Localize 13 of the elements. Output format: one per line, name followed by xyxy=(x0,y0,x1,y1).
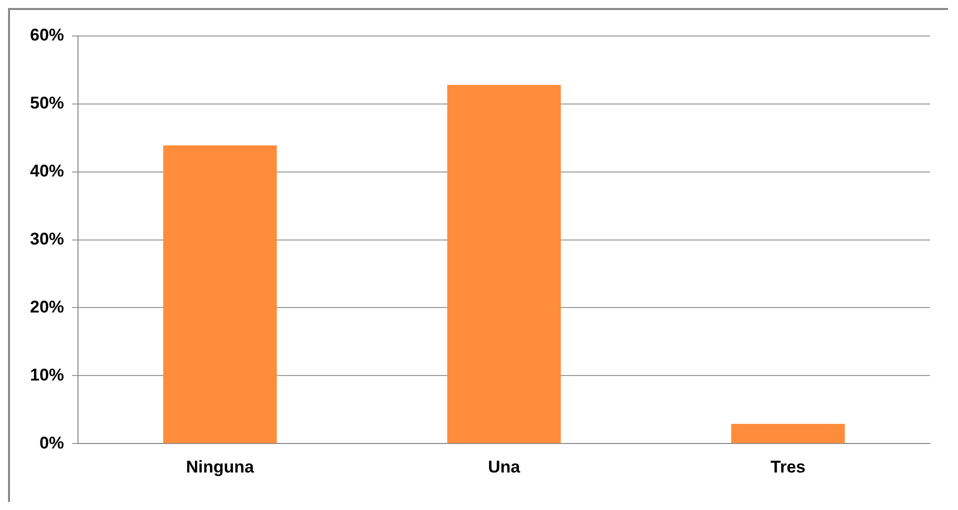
x-tick-label: Ninguna xyxy=(186,457,255,476)
x-tick-label: Una xyxy=(488,457,521,476)
bar xyxy=(163,145,277,444)
bar xyxy=(731,424,845,444)
y-tick-label: 60% xyxy=(30,26,64,45)
y-tick-label: 50% xyxy=(30,94,64,113)
y-tick-label: 20% xyxy=(30,297,64,316)
y-tick-label: 10% xyxy=(30,365,64,384)
bar xyxy=(447,84,561,444)
y-tick-label: 30% xyxy=(30,229,64,248)
y-tick-label: 40% xyxy=(30,162,64,181)
y-tick-label: 0% xyxy=(39,433,64,452)
x-tick-label: Tres xyxy=(770,457,806,476)
